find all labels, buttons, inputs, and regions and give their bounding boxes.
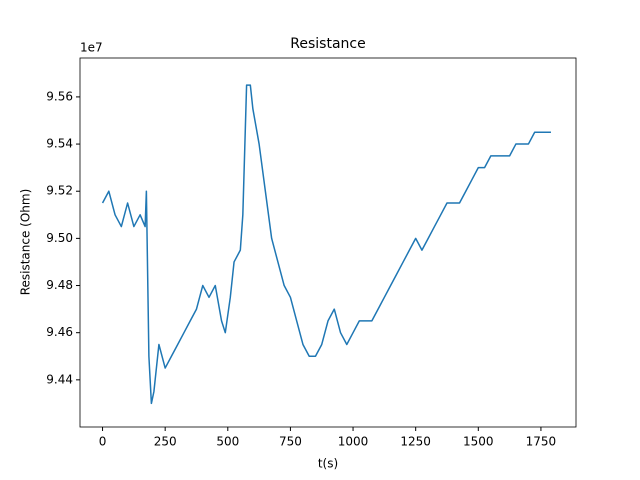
y-axis-label: Resistance (Ohm) [19,189,33,296]
y-tick-label: 9.56 [46,89,73,103]
x-tick-label: 1750 [526,435,557,449]
chart-title: Resistance [290,36,365,52]
y-tick-label: 9.54 [46,137,73,151]
x-tick-label: 1250 [400,435,431,449]
x-tick-label: 1500 [463,435,494,449]
plot-frame [79,57,577,428]
x-axis-label: t(s) [318,457,338,471]
x-tick-label: 1000 [338,435,369,449]
y-tick-label: 9.52 [46,184,73,198]
y-tick-label: 9.46 [46,325,73,339]
x-tick-label: 500 [216,435,239,449]
y-tick-label: 9.44 [46,372,73,386]
data-line [101,84,551,405]
y-tick-label: 9.48 [46,278,73,292]
y-tick-label: 9.50 [46,231,73,245]
x-tick-label: 0 [99,435,107,449]
y-offset-label: 1e7 [80,41,103,55]
x-tick-label: 750 [279,435,302,449]
x-tick-label: 250 [154,435,177,449]
